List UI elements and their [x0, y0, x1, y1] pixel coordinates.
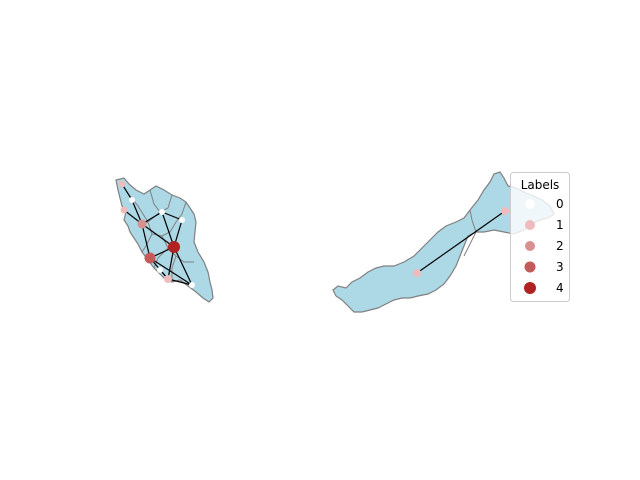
node-label-0 — [189, 282, 195, 288]
legend: Labels 0 1 2 3 4 — [510, 172, 570, 302]
node-label-1 — [120, 206, 128, 214]
edge — [167, 278, 193, 286]
legend-swatch — [524, 282, 536, 294]
legend-label: 3 — [556, 260, 564, 274]
node-label-2 — [137, 219, 147, 229]
legend-swatch — [525, 220, 535, 230]
state-border — [463, 209, 477, 257]
legend-label: 1 — [556, 218, 564, 232]
edge — [161, 211, 175, 248]
edge — [149, 257, 193, 286]
node-label-3 — [144, 252, 156, 264]
legend-label: 0 — [556, 197, 564, 211]
node-label-4 — [168, 241, 180, 253]
edge — [173, 246, 193, 286]
node-label-1 — [118, 180, 126, 188]
edge — [141, 223, 151, 259]
legend-swatch — [525, 199, 535, 209]
edge — [416, 210, 506, 274]
state-border — [129, 189, 194, 282]
node-label-0 — [179, 217, 185, 223]
edge — [161, 211, 183, 221]
network-nodes — [118, 180, 509, 288]
node-label-0 — [159, 209, 165, 215]
legend-label: 2 — [556, 239, 564, 253]
legend-title: Labels — [521, 178, 560, 192]
node-label-1 — [501, 207, 509, 215]
node-label-0 — [157, 267, 163, 273]
legend-swatch — [524, 261, 536, 273]
node-label-0 — [129, 197, 135, 203]
node-label-1 — [413, 269, 421, 277]
node-label-1 — [164, 275, 172, 283]
legend-label: 4 — [556, 281, 564, 295]
edge — [141, 223, 175, 248]
legend-swatch — [525, 241, 535, 251]
